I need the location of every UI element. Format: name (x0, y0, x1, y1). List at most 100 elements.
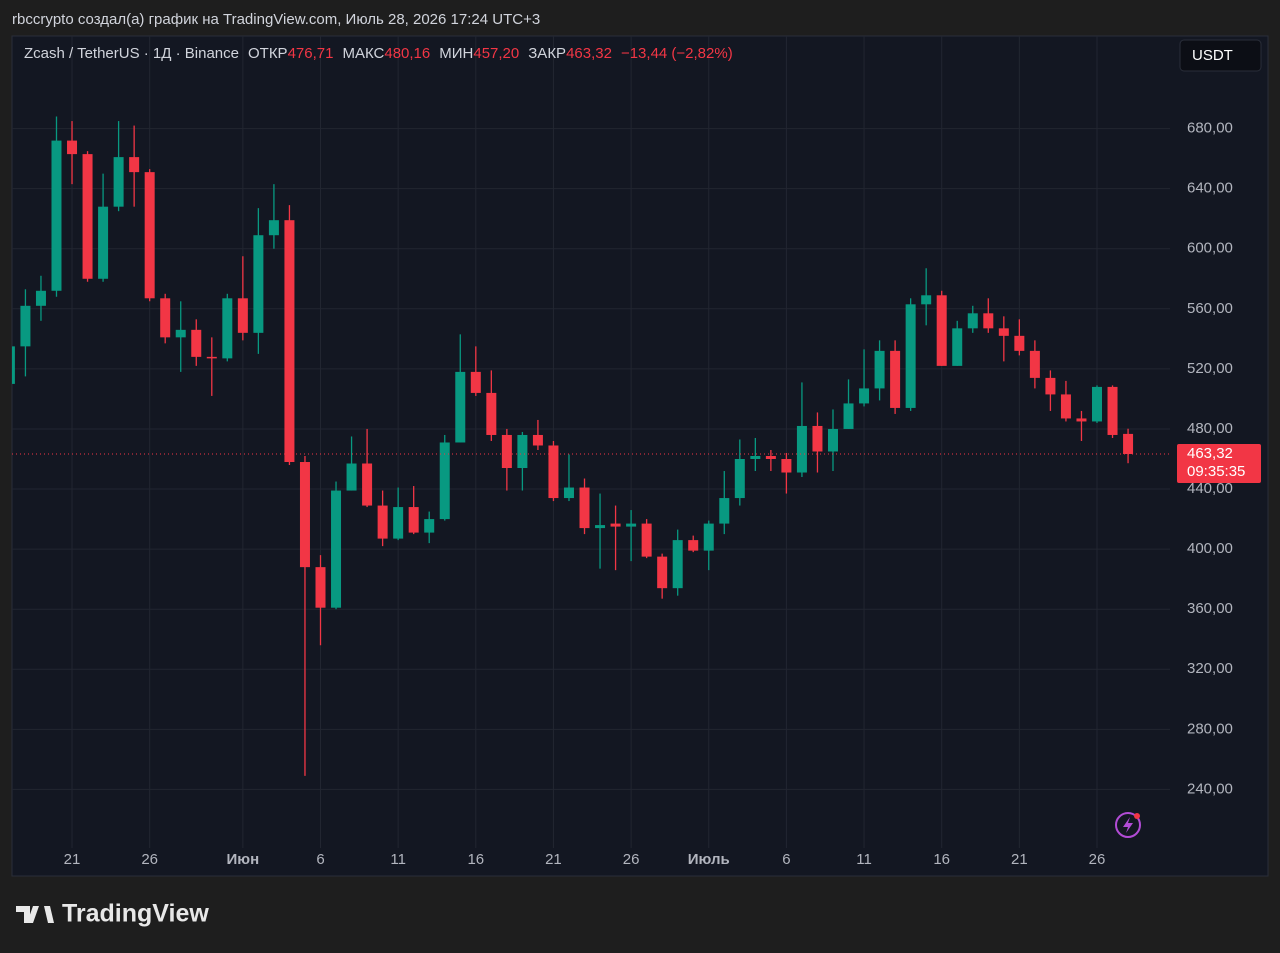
x-tick-label: 11 (856, 851, 872, 868)
candle-body (206, 356, 217, 359)
legend: Zcash / TetherUS · 1Д · Binance ОТКР476,7… (24, 45, 733, 62)
candle-body (82, 154, 93, 279)
legend-label: МАКС (342, 45, 384, 62)
candle-body (796, 425, 807, 473)
y-tick-label: 240,00 (1187, 780, 1233, 797)
candle-body (967, 313, 978, 329)
y-tick-label: 600,00 (1187, 240, 1233, 257)
candle-body (672, 540, 683, 589)
candle-body (1060, 394, 1071, 419)
y-tick-label: 640,00 (1187, 180, 1233, 197)
x-tick-label: 26 (623, 851, 640, 868)
x-tick-label: 16 (467, 851, 484, 868)
y-tick-label: 360,00 (1187, 600, 1233, 617)
candle-body (160, 298, 171, 338)
candle-body (610, 523, 621, 527)
candle-body (408, 507, 419, 533)
candle-body (113, 157, 124, 207)
candle-body (657, 556, 668, 589)
candle-body (1014, 335, 1025, 351)
legend-label: ЗАКР (528, 45, 566, 62)
candle-body (501, 434, 512, 469)
candle-body (936, 295, 947, 366)
x-tick-label: 16 (933, 851, 950, 868)
candle-body (688, 540, 699, 551)
x-tick-label: 21 (545, 851, 562, 868)
price-tag (1177, 444, 1261, 484)
y-tick-label: 560,00 (1187, 300, 1233, 317)
candle-body (703, 523, 714, 551)
y-tick-label: 520,00 (1187, 360, 1233, 377)
candle-body (455, 371, 466, 443)
candle-body (765, 455, 776, 460)
candle-body (859, 388, 870, 404)
candle-body (424, 519, 435, 533)
candle-body (595, 525, 606, 529)
x-tick-label: 21 (1011, 851, 1028, 868)
candle-body (12, 346, 15, 384)
candle-body (548, 445, 559, 499)
candle-body (393, 507, 404, 539)
currency-button[interactable] (1179, 39, 1262, 72)
chart-panel (11, 35, 1269, 877)
lightning-icon[interactable] (1115, 812, 1141, 838)
candle-body (890, 350, 901, 408)
candle-body (284, 220, 295, 463)
legend-change: −13,44 (−2,82%) (621, 45, 733, 62)
candle-body (51, 140, 62, 291)
x-tick-label: Июн (227, 851, 260, 868)
candle-body (952, 328, 963, 366)
candle-body (144, 172, 155, 299)
notification-dot (1134, 813, 1140, 819)
logo-mark (16, 906, 54, 923)
candle-body (827, 428, 838, 452)
candle-body (812, 425, 823, 452)
candle-body (1107, 386, 1118, 435)
candle-body (1092, 386, 1102, 422)
candle-body (346, 463, 357, 491)
lightning-bolt (1123, 817, 1133, 833)
candle-body (129, 157, 140, 173)
candle-body (563, 487, 574, 499)
x-tick-label: 21 (64, 851, 81, 868)
legend-value: 480,16 (384, 45, 430, 62)
y-tick-label: 440,00 (1187, 480, 1233, 497)
candle-body (35, 290, 46, 306)
candle-body (470, 371, 481, 393)
legend-value: 457,20 (473, 45, 519, 62)
candle-body (1029, 350, 1040, 378)
logo-text: TradingView (62, 900, 209, 928)
x-tick-label: 26 (141, 851, 158, 868)
candle-body (734, 459, 745, 499)
candle-body (268, 220, 279, 236)
x-tick-label: 6 (782, 851, 790, 868)
y-tick-label: 400,00 (1187, 540, 1233, 557)
currency-label[interactable]: USDT (1192, 47, 1233, 64)
candle-body (299, 462, 310, 568)
candle-body (781, 459, 792, 473)
candle-body (237, 298, 248, 333)
price-tag-value: 463,32 (1187, 445, 1233, 462)
candle-body (843, 403, 854, 429)
candle-body (532, 434, 543, 446)
y-tick-label: 680,00 (1187, 120, 1233, 137)
candle-body (719, 498, 730, 524)
candle-body (1123, 433, 1134, 455)
candle-body (377, 505, 388, 539)
candle-body (983, 313, 994, 329)
candle-body (517, 434, 528, 469)
candle-body (579, 487, 590, 529)
candle-body (626, 523, 637, 527)
candle-body (874, 350, 885, 389)
candle-body (20, 305, 31, 347)
grid (12, 36, 1170, 848)
x-tick-label: Июль (688, 851, 730, 868)
candle-body (191, 329, 202, 357)
y-tick-label: 320,00 (1187, 660, 1233, 677)
candle-body (439, 442, 450, 520)
y-tick-label: 480,00 (1187, 420, 1233, 437)
candle-body (331, 490, 342, 608)
candle-body (315, 567, 326, 608)
candle-body (67, 140, 78, 155)
